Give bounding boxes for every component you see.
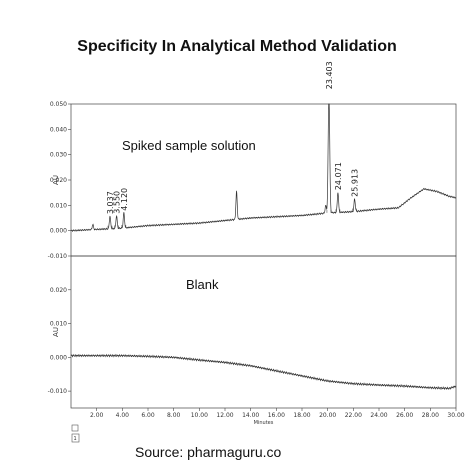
x-tick-label: 10.00 — [191, 412, 208, 419]
peak-label: 23.403 — [325, 61, 334, 89]
x-tick-label: 30.00 — [447, 412, 464, 419]
signal-trace — [70, 103, 457, 233]
panel-annotation: Spiked sample solution — [122, 138, 256, 153]
y-axis-label: AU — [52, 327, 60, 337]
y-tick-label: 0.030 — [50, 152, 67, 159]
signal-trace — [70, 353, 457, 391]
y-tick-label: -0.010 — [48, 253, 68, 260]
page-marker-box — [71, 433, 80, 443]
y-tick-label: -0.010 — [48, 388, 68, 395]
x-tick-label: 8.00 — [167, 412, 181, 419]
plot-frame — [70, 255, 457, 409]
x-axis-label: Minutes — [254, 420, 274, 426]
page-marker: 1 — [71, 424, 80, 443]
y-tick-label: 0.040 — [50, 126, 67, 133]
y-tick-label: 0.020 — [50, 287, 67, 294]
x-tick-label: 12.00 — [216, 412, 233, 419]
page-marker-box-top — [71, 424, 79, 432]
y-tick-label: 0.000 — [50, 228, 67, 235]
plot-frame — [70, 103, 457, 257]
x-tick-label: 6.00 — [141, 412, 155, 419]
x-tick-label: 26.00 — [396, 412, 413, 419]
x-tick-label: 20.00 — [319, 412, 336, 419]
page-marker-label: 1 — [74, 436, 77, 442]
y-tick-label: 0.050 — [50, 101, 67, 108]
y-tick-label: 0.010 — [50, 321, 67, 328]
x-axis: 2.00 4.00 6.00 8.00 10.00 12.00 14.00 16.00 18.0… — [90, 408, 465, 426]
y-axis-label: AU — [52, 175, 60, 185]
y-tick-label: 0.000 — [50, 354, 67, 361]
panel-annotation: Blank — [186, 277, 219, 292]
peak-label: 4.120 — [120, 188, 129, 211]
peak-label: 3.550 — [113, 191, 122, 214]
x-tick-label: 18.00 — [293, 412, 310, 419]
y-tick-label: 0.020 — [50, 177, 67, 184]
x-tick-label: 16.00 — [268, 412, 285, 419]
x-tick-label: 24.00 — [370, 412, 387, 419]
peak-label: 3.037 — [106, 191, 115, 214]
blank-panel: 0.020 0.010 0.000 -0.010 AU Blank — [48, 255, 457, 409]
peak-label: 25.913 — [351, 169, 360, 197]
spiked-sample-panel: 0.050 0.040 0.030 0.020 0.010 0.000 -0.010 AU 3.… — [48, 61, 457, 260]
peak-label: 24.071 — [334, 162, 343, 190]
y-tick-label: 0.010 — [50, 202, 67, 209]
x-tick-label: 4.00 — [116, 412, 130, 419]
x-tick-label: 14.00 — [242, 412, 259, 419]
x-tick-label: 2.00 — [90, 412, 104, 419]
x-tick-label: 22.00 — [345, 412, 362, 419]
source-caption: Source: pharmaguru.co — [135, 444, 282, 460]
x-tick-label: 28.00 — [422, 412, 439, 419]
slide-title: Specificity In Analytical Method Validat… — [77, 38, 397, 55]
